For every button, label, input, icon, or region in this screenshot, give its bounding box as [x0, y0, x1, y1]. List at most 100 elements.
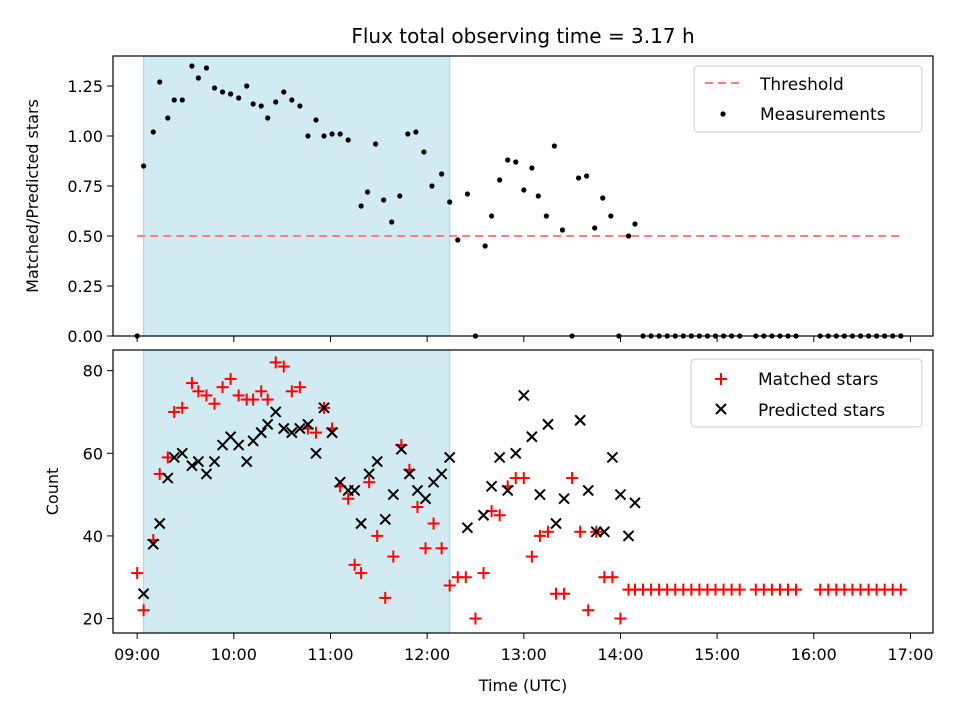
- measurement-point: [141, 163, 147, 169]
- predicted-star-point: [348, 484, 361, 497]
- y-tick-label: 20: [83, 610, 103, 629]
- ratio-legend: Threshold Measurements: [693, 65, 923, 133]
- predicted-star-point: [200, 468, 213, 480]
- matched-star-point: [435, 542, 448, 555]
- predicted-star-point: [598, 526, 611, 538]
- predicted-star-point: [550, 517, 562, 530]
- ratio-axes-frame: [112, 55, 934, 337]
- matched-star-point: [525, 550, 538, 563]
- predicted-star-point: [310, 447, 322, 459]
- predicted-star-point: [534, 488, 546, 501]
- measurement-point: [529, 165, 535, 171]
- y-tick-label: 0.25: [67, 277, 103, 296]
- observing-window-shade: [143, 55, 451, 337]
- matched-star-point: [582, 604, 595, 617]
- predicted-star-point: [443, 451, 456, 464]
- count-legend: Matched stars Predicted stars: [690, 358, 923, 428]
- measurement-point: [608, 213, 614, 219]
- predicted-star-point: [261, 418, 274, 431]
- predicted-star-point: [614, 488, 627, 501]
- measurement-point: [521, 187, 527, 193]
- matched-star-point: [387, 550, 400, 563]
- legend-measurements-label: Measurements: [760, 105, 886, 125]
- measurement-point: [389, 219, 395, 225]
- measurement-point: [421, 149, 427, 155]
- count-axes: 20 40 60 80 09:00 10:00 11:00 12:00 13:00 14:00 15…: [83, 362, 934, 664]
- measurement-point: [189, 63, 195, 69]
- matched-star-point: [224, 372, 237, 385]
- y-tick-label: 80: [83, 362, 103, 381]
- measurement-point: [219, 89, 226, 95]
- predicted-star-point: [606, 451, 619, 464]
- y-tick-label: 0.50: [67, 227, 103, 246]
- measurement-point: [203, 65, 210, 71]
- x-tick-label: 12:00: [404, 645, 450, 664]
- measurement-point: [258, 103, 264, 109]
- measurement-point: [313, 117, 319, 123]
- ratio-y-axis-label: Matched/Predicted stars: [23, 99, 42, 293]
- measurement-point: [464, 191, 471, 197]
- measurement-point: [364, 189, 371, 195]
- matched-star-point: [606, 571, 619, 584]
- measurement-point: [321, 133, 327, 139]
- legend-predicted-label: Predicted stars: [758, 401, 885, 421]
- predicted-star-point: [542, 418, 554, 431]
- predicted-star-point: [501, 484, 514, 497]
- predicted-star-point: [137, 588, 150, 600]
- predicted-star-point: [355, 517, 367, 530]
- ratio-legend-box: [693, 65, 923, 133]
- matched-star-point: [269, 356, 282, 369]
- predicted-star-point: [154, 517, 166, 530]
- predicted-star-point: [286, 426, 298, 439]
- measurement-point: [600, 195, 606, 201]
- predicted-star-point: [270, 406, 282, 418]
- matched-star-point: [137, 604, 150, 617]
- observing-window-shade: [143, 349, 451, 634]
- measurement-point: [447, 199, 453, 205]
- x-tick-label: 17:00: [887, 645, 933, 664]
- predicted-star-point: [510, 447, 522, 459]
- x-axis-label: Time (UTC): [478, 676, 567, 695]
- matched-star-point: [176, 401, 189, 414]
- measurement-point: [244, 83, 250, 89]
- measurement-point: [535, 193, 541, 199]
- count-axes-frame: [112, 349, 934, 634]
- matched-star-point: [355, 567, 368, 580]
- predicted-star-point: [558, 493, 570, 505]
- predicted-star-point: [379, 513, 391, 526]
- measurement-point: [455, 237, 461, 243]
- predicted-star-point: [294, 422, 306, 435]
- predicted-star-point: [419, 493, 432, 505]
- y-tick-label: 0.00: [67, 327, 103, 346]
- measurement-point: [281, 89, 287, 95]
- measurement-point: [157, 79, 163, 85]
- measurement-point: [584, 173, 590, 179]
- measurement-point: [289, 97, 295, 103]
- predicted-star-point: [255, 426, 267, 439]
- matched-star-point: [342, 492, 355, 505]
- predicted-star-point: [582, 484, 594, 497]
- matched-star-point: [419, 542, 432, 555]
- predicted-star-point: [318, 402, 330, 414]
- matched-star-point: [493, 509, 506, 522]
- predicted-star-point: [278, 422, 290, 435]
- y-tick-label: 0.75: [67, 177, 103, 196]
- matched-star-point: [216, 381, 229, 394]
- measurement-point: [488, 213, 495, 219]
- matched-star-point: [277, 360, 290, 373]
- predicted-star-point: [403, 468, 416, 480]
- figure-title: Flux total observing time = 3.17 h: [351, 24, 694, 48]
- legend-matched-swatch: [715, 373, 727, 385]
- measurement-point: [337, 131, 343, 137]
- matched-star-point: [208, 397, 221, 410]
- predicted-star-point: [477, 509, 490, 521]
- measurement-point: [250, 101, 256, 107]
- measurement-point: [195, 75, 201, 81]
- matched-star-point: [247, 393, 260, 406]
- measurement-point: [372, 141, 379, 147]
- measurement-point: [397, 193, 403, 199]
- measurement-point: [171, 97, 177, 103]
- matched-star-point: [411, 500, 424, 513]
- y-tick-label: 40: [83, 527, 103, 546]
- predicted-star-point: [629, 497, 641, 509]
